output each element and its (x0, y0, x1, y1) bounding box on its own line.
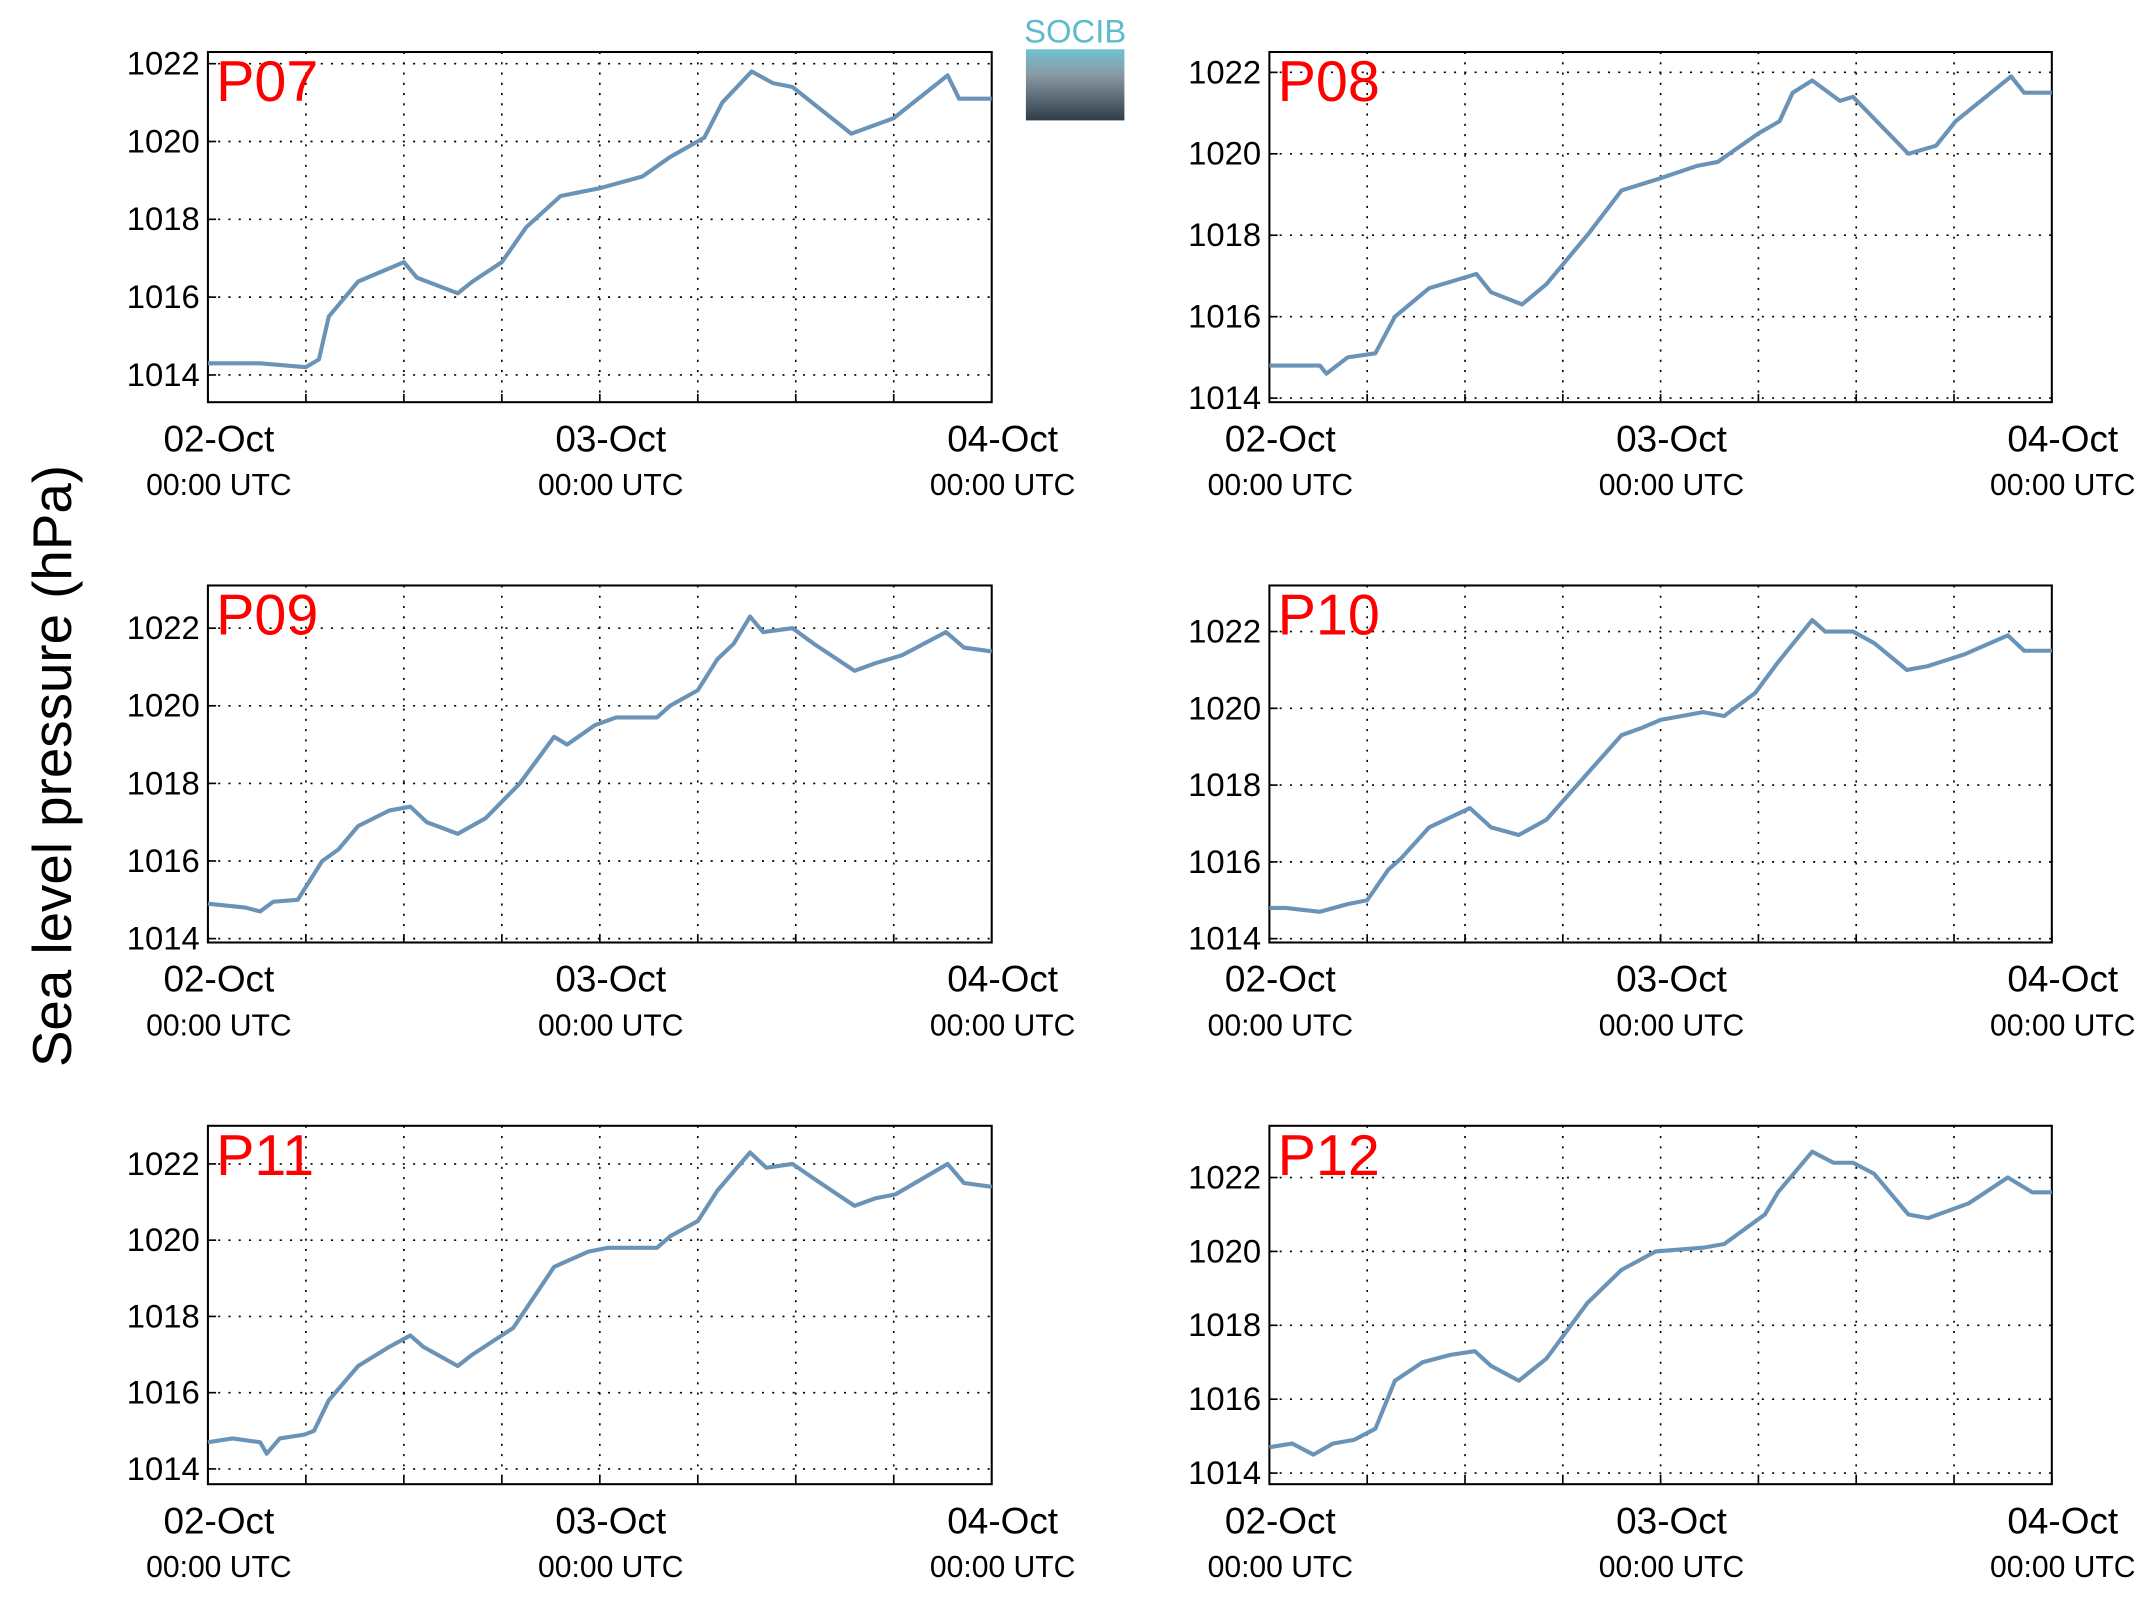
logo: SOCIB (1024, 12, 1126, 121)
x-tick-label: 02-Oct (1225, 418, 1336, 459)
y-tick-label: 1016 (1188, 298, 1261, 335)
y-axis-label: Sea level pressure (hPa) (21, 465, 83, 1067)
y-tick-label: 1018 (1188, 766, 1261, 803)
x-tick-sublabel: 00:00 UTC (1599, 469, 1744, 502)
x-tick-sublabel: 00:00 UTC (146, 469, 291, 502)
y-tick-label: 1014 (127, 920, 200, 957)
y-tick-label: 1020 (1188, 689, 1261, 726)
x-tick-label: 03-Oct (1616, 959, 1727, 1000)
x-tick-label: 03-Oct (555, 959, 666, 1000)
x-tick-label: 03-Oct (1616, 1500, 1727, 1541)
y-tick-label: 1014 (1188, 920, 1261, 957)
plot-area (1268, 1124, 2053, 1486)
y-tick-label: 1014 (127, 1450, 200, 1487)
y-tick-label: 1018 (1188, 1306, 1261, 1343)
x-tick-label: 04-Oct (947, 959, 1058, 1000)
x-tick-sublabel: 00:00 UTC (930, 1010, 1075, 1043)
y-tick-label: 1014 (127, 356, 200, 393)
y-tick-label: 1018 (127, 200, 200, 237)
x-tick-sublabel: 00:00 UTC (930, 1551, 1075, 1584)
panel: 1014 1016 1018 1020 1022 02-Oct 00:00 UTC 03-Oc… (127, 45, 1076, 503)
panel-title: P12 (1278, 1124, 1380, 1188)
x-tick-sublabel: 00:00 UTC (538, 1010, 683, 1043)
y-tick-label: 1016 (127, 278, 200, 315)
plot-area (1268, 584, 2053, 944)
x-tick-sublabel: 00:00 UTC (538, 469, 683, 502)
series-line (1269, 1149, 2052, 1457)
logo-block (1025, 49, 1125, 121)
y-tick-label: 1020 (127, 122, 200, 159)
panel-title: P11 (216, 1124, 314, 1188)
panel: 1014 1016 1018 1020 1022 02-Oct 00:00 UTC 03-Oc… (127, 1124, 1076, 1584)
y-tick-label: 1020 (127, 687, 200, 724)
x-tick-sublabel: 00:00 UTC (1990, 1551, 2135, 1584)
y-tick-label: 1022 (127, 45, 200, 82)
x-tick-sublabel: 00:00 UTC (1990, 469, 2135, 502)
panel: 1014 1016 1018 1020 1022 02-Oct 00:00 UTC 03-Oc… (1188, 1124, 2135, 1584)
y-tick-label: 1020 (127, 1221, 200, 1258)
series-line (207, 614, 992, 914)
y-tick-label: 1014 (1188, 1454, 1261, 1491)
panel: 1014 1016 1018 1020 1022 02-Oct 00:00 UTC 03-Oc… (1188, 50, 2135, 502)
y-tick-label: 1016 (1188, 843, 1261, 880)
panel: 1014 1016 1018 1020 1022 02-Oct 00:00 UTC 03-Oc… (127, 584, 1076, 1043)
series-line (207, 69, 992, 370)
x-tick-label: 02-Oct (163, 418, 274, 459)
x-tick-sublabel: 00:00 UTC (1599, 1551, 1744, 1584)
x-tick-label: 04-Oct (947, 1500, 1058, 1541)
panel: 1014 1016 1018 1020 1022 02-Oct 00:00 UTC 03-Oc… (1188, 584, 2135, 1043)
x-tick-label: 04-Oct (947, 418, 1058, 459)
series-line (1269, 74, 2052, 376)
x-tick-sublabel: 00:00 UTC (1208, 1551, 1353, 1584)
x-tick-sublabel: 00:00 UTC (538, 1551, 683, 1584)
x-tick-label: 02-Oct (163, 959, 274, 1000)
x-tick-label: 03-Oct (555, 418, 666, 459)
x-tick-label: 04-Oct (2007, 1500, 2118, 1541)
y-tick-label: 1018 (127, 1297, 200, 1334)
x-tick-sublabel: 00:00 UTC (930, 469, 1075, 502)
logo-text: SOCIB (1024, 12, 1126, 49)
plot-area (206, 584, 993, 944)
y-tick-label: 1016 (127, 842, 200, 879)
x-tick-label: 04-Oct (2007, 959, 2118, 1000)
x-tick-sublabel: 00:00 UTC (1208, 1010, 1353, 1043)
x-tick-sublabel: 00:00 UTC (1208, 469, 1353, 502)
x-tick-label: 02-Oct (1225, 959, 1336, 1000)
series-line (207, 1150, 992, 1456)
y-tick-label: 1022 (1188, 1158, 1261, 1195)
y-tick-label: 1016 (1188, 1380, 1261, 1417)
panel-title: P07 (216, 50, 318, 114)
y-tick-label: 1018 (1188, 216, 1261, 253)
panel-title: P08 (1278, 50, 1380, 114)
x-tick-label: 02-Oct (163, 1500, 274, 1541)
panel-title: P10 (1278, 584, 1380, 648)
y-tick-label: 1022 (1188, 53, 1261, 90)
x-tick-sublabel: 00:00 UTC (1990, 1010, 2135, 1043)
x-tick-label: 03-Oct (1616, 418, 1727, 459)
series-line (1269, 617, 2052, 914)
x-tick-label: 04-Oct (2007, 418, 2118, 459)
y-tick-label: 1022 (1188, 612, 1261, 649)
y-tick-label: 1018 (127, 764, 200, 801)
plot-area (206, 1124, 993, 1486)
y-tick-label: 1016 (127, 1374, 200, 1411)
x-tick-label: 03-Oct (555, 1500, 666, 1541)
y-tick-label: 1020 (1188, 1232, 1261, 1269)
y-tick-label: 1020 (1188, 135, 1261, 172)
x-tick-label: 02-Oct (1225, 1500, 1336, 1541)
y-tick-label: 1022 (127, 1145, 200, 1182)
x-tick-sublabel: 00:00 UTC (1599, 1010, 1744, 1043)
y-tick-label: 1014 (1188, 379, 1261, 416)
x-tick-sublabel: 00:00 UTC (146, 1551, 291, 1584)
y-tick-label: 1022 (127, 609, 200, 646)
x-tick-sublabel: 00:00 UTC (146, 1010, 291, 1043)
panel-title: P09 (216, 584, 318, 648)
